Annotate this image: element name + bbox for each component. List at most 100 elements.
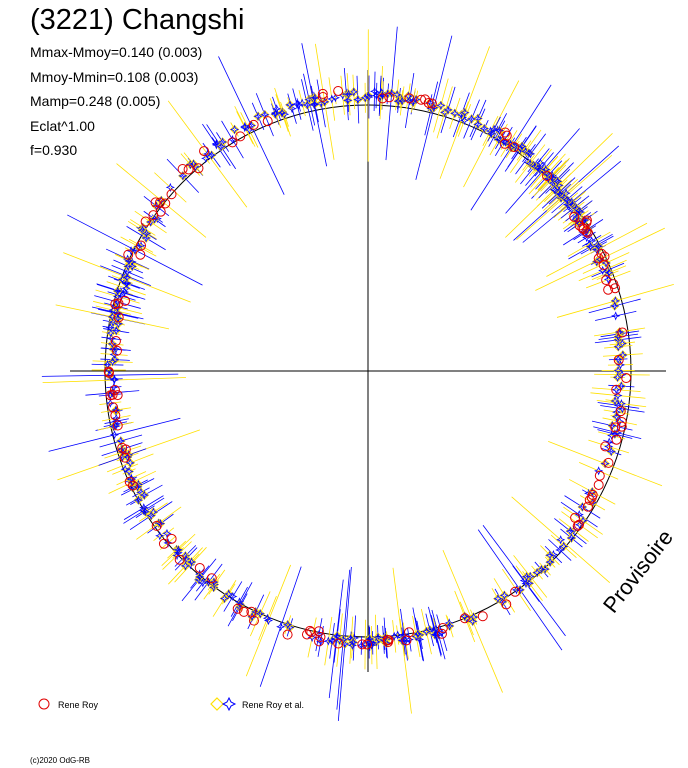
data-point-star <box>173 548 183 558</box>
data-point-star <box>276 622 286 632</box>
error-bar <box>301 43 328 167</box>
error-bar <box>42 377 187 384</box>
data-point-star <box>122 272 132 282</box>
data-point-star <box>612 407 622 417</box>
data-point-circle <box>135 249 146 260</box>
data-point-circle <box>598 259 609 270</box>
data-point-star <box>610 396 620 406</box>
error-bar <box>356 75 360 124</box>
data-point-circle <box>112 345 123 356</box>
error-bar <box>528 149 552 177</box>
error-bar <box>377 625 379 650</box>
data-point-star <box>113 308 123 318</box>
data-point-star <box>613 390 623 401</box>
error-bar <box>106 378 123 380</box>
data-point-circle <box>613 354 624 365</box>
error-bar <box>249 591 271 637</box>
data-point-circle <box>119 295 130 306</box>
data-point-star <box>535 158 545 168</box>
data-point-circle <box>113 312 124 323</box>
data-point-star <box>107 339 117 349</box>
data-point-star <box>180 551 190 561</box>
error-bar <box>578 462 619 480</box>
data-point-star <box>310 93 320 103</box>
data-point-circle <box>199 146 210 157</box>
data-point-circle <box>183 164 194 175</box>
error-bar <box>275 94 289 132</box>
data-point-circle <box>174 554 185 565</box>
data-point-circle <box>477 611 488 622</box>
data-point-circle <box>404 93 415 104</box>
data-point-circle <box>615 406 626 417</box>
data-point-star <box>186 557 197 567</box>
error-bar <box>605 399 625 403</box>
data-point-star <box>411 631 421 642</box>
data-point-star <box>444 618 454 628</box>
data-point-star <box>545 557 555 567</box>
error-bar <box>406 83 411 109</box>
data-point-circle <box>437 623 448 634</box>
data-point-star <box>585 242 596 252</box>
data-point-circle <box>317 88 328 99</box>
data-point-star <box>517 141 527 151</box>
error-bar <box>440 86 456 134</box>
data-point-circle <box>586 492 597 503</box>
data-point-star <box>139 506 149 516</box>
data-point-star <box>473 119 483 129</box>
data-point-star <box>486 129 496 139</box>
data-point-circle <box>110 336 121 347</box>
data-point-star <box>460 107 470 118</box>
data-point-circle <box>617 327 628 338</box>
error-bar <box>594 373 650 376</box>
data-point-star <box>577 502 587 512</box>
error-bar <box>67 214 203 286</box>
error-bar <box>333 609 341 663</box>
error-bar <box>166 158 200 193</box>
data-point-star <box>111 405 121 415</box>
error-bar <box>139 502 168 522</box>
data-point-star <box>211 139 221 149</box>
data-point-star <box>141 228 152 239</box>
error-bar <box>98 308 139 319</box>
data-point-star <box>105 323 115 333</box>
data-point-star <box>556 535 566 545</box>
error-bar <box>564 495 601 519</box>
error-bar <box>597 429 633 439</box>
data-point-star <box>532 568 542 578</box>
data-point-star <box>462 613 472 623</box>
error-bar <box>134 210 167 234</box>
data-point-star <box>450 108 460 118</box>
error-bar <box>116 471 147 486</box>
error-bar <box>591 387 641 392</box>
data-point-star <box>555 545 565 555</box>
data-point-circle <box>238 606 249 617</box>
data-point-circle <box>150 197 161 208</box>
param-f: f=0.930 <box>30 142 78 158</box>
error-bar <box>596 400 647 408</box>
legend-star-icon <box>221 696 237 712</box>
error-bar <box>91 363 124 366</box>
legend-diamond-icon <box>210 697 224 711</box>
error-bar <box>113 278 140 289</box>
error-bar <box>582 252 630 274</box>
data-point-circle <box>501 599 512 610</box>
error-bar <box>590 258 603 265</box>
error-bar <box>111 265 144 279</box>
data-point-star <box>120 464 130 474</box>
data-point-star <box>600 458 610 469</box>
data-point-circle <box>616 421 627 432</box>
data-point-star <box>146 511 156 521</box>
data-point-circle <box>140 216 151 227</box>
error-bar <box>201 152 211 164</box>
error-bar <box>104 302 128 310</box>
error-bar <box>568 479 616 505</box>
data-point-star <box>331 634 341 644</box>
error-bar <box>364 619 366 670</box>
data-point-star <box>216 142 226 152</box>
data-point-circle <box>109 384 120 395</box>
data-point-star <box>343 95 353 105</box>
data-point-circle <box>570 512 581 523</box>
error-bar <box>129 501 173 530</box>
data-point-circle <box>582 227 593 238</box>
data-point-star <box>389 631 399 641</box>
